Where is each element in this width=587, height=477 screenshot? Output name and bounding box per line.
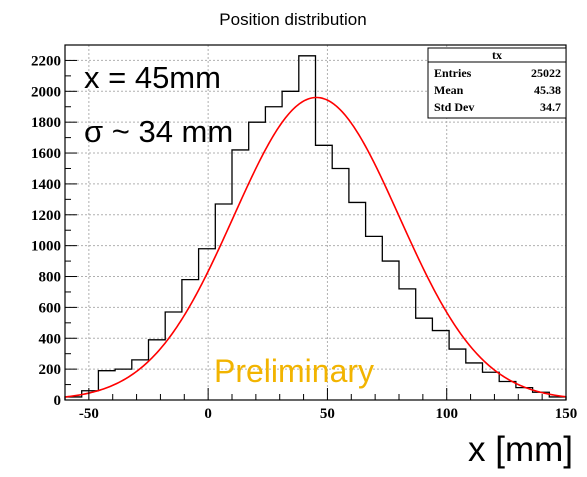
y-tick-label: 800 [39, 270, 62, 286]
chart-title: Position distribution [219, 10, 366, 29]
histogram-bin [382, 261, 399, 400]
y-tick-label: 200 [39, 362, 62, 378]
stats-stddev-value: 34.7 [540, 100, 561, 114]
stats-mean-value: 45.38 [534, 83, 561, 97]
stats-box-name: tx [492, 48, 502, 62]
x-tick-label: 0 [204, 406, 212, 422]
histogram-bin [416, 318, 433, 400]
stats-entries-label: Entries [434, 66, 472, 80]
y-tick-label: 600 [39, 300, 62, 316]
x-axis-label: x [mm] [468, 430, 573, 469]
histogram-bin [466, 363, 483, 400]
histogram-outline [64, 55, 567, 400]
fit-curve [64, 96, 567, 398]
y-tick-label: 1200 [31, 208, 61, 224]
y-tick-label: 1000 [31, 239, 61, 255]
preliminary-label: Preliminary [214, 353, 374, 389]
histogram-bin [399, 289, 416, 400]
histogram-bin [199, 249, 216, 400]
histogram-bin [115, 369, 132, 400]
tick-labels: -50 0 50 100 150 0 200 400 600 800 1000 1200 1400 160… [31, 53, 577, 422]
axes [64, 44, 567, 401]
sigma-annotation: σ ~ 34 mm [84, 114, 233, 149]
y-tick-label: 1800 [31, 115, 61, 131]
plot-frame [64, 44, 567, 401]
histogram-bin [449, 349, 466, 400]
stats-mean-label: Mean [434, 83, 464, 97]
stats-box-frame [427, 47, 567, 119]
gaussian-fit [64, 96, 567, 398]
histogram-bars [64, 55, 567, 400]
mean-annotation: x = 45mm [84, 60, 221, 95]
x-tick-label: 150 [555, 406, 578, 422]
x-tick-label: 100 [435, 406, 458, 422]
histogram-bin [299, 56, 316, 400]
stats-entries-value: 25022 [531, 66, 561, 80]
histogram-bin [182, 280, 199, 400]
y-tick-label: 1400 [31, 177, 61, 193]
histogram-bin [132, 360, 149, 400]
stats-stddev-label: Std Dev [434, 100, 474, 114]
y-tick-label: 0 [54, 393, 62, 409]
histogram-bin [483, 372, 500, 400]
x-tick-label: 50 [320, 406, 335, 422]
x-tick-label: -50 [79, 406, 99, 422]
y-tick-label: 2000 [31, 84, 61, 100]
histogram-bin [149, 340, 166, 400]
histogram-bin [165, 312, 182, 400]
y-tick-label: 2200 [31, 53, 61, 69]
y-tick-label: 1600 [31, 146, 61, 162]
histogram-bin [499, 381, 516, 400]
y-tick-label: 400 [39, 331, 62, 347]
stats-box: tx Entries 25022 Mean 45.38 Std Dev 34.7 [427, 47, 567, 119]
